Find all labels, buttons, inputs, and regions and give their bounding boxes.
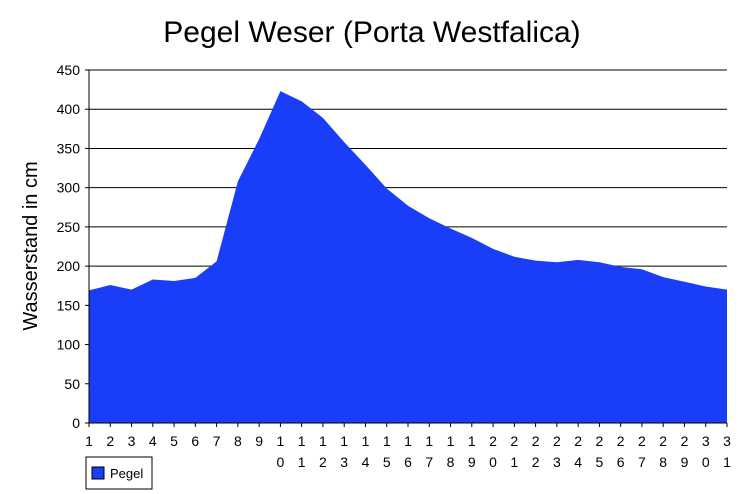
y-tick-label: 200 — [57, 258, 81, 274]
series-area-pegel — [89, 91, 727, 424]
x-tick-label: 1 — [85, 433, 93, 449]
chart-title: Pegel Weser (Porta Westfalica) — [163, 16, 580, 49]
x-ticks: 1 2 3 4 5 6 7 8 9 1 01 11 21 31 41 51 61 71 81 92 02 12 22 32 42… — [85, 423, 731, 470]
legend-swatch-pegel — [91, 466, 105, 480]
y-ticks: 0 50 100 150 200 250 300 350 400 450 — [57, 62, 89, 431]
y-tick-label: 100 — [57, 337, 81, 353]
x-tick-label: 4 — [149, 433, 157, 449]
y-tick-label: 250 — [57, 219, 81, 235]
y-tick-label: 150 — [57, 297, 81, 313]
x-tick-label: 6 — [191, 433, 199, 449]
y-tick-label: 450 — [57, 62, 81, 78]
x-tick-label: 3 — [128, 433, 136, 449]
x-tick-label: 7 — [213, 433, 221, 449]
y-tick-label: 0 — [72, 415, 80, 431]
y-tick-label: 300 — [57, 180, 81, 196]
x-tick-label: 2 — [106, 433, 114, 449]
y-axis-label: Wasserstand in cm — [20, 161, 42, 330]
x-tick-label: 9 — [255, 433, 263, 449]
legend-label-pegel: Pegel — [110, 466, 143, 481]
y-tick-label: 350 — [57, 140, 81, 156]
y-tick-label: 400 — [57, 101, 81, 117]
x-tick-label: 8 — [234, 433, 242, 449]
x-tick-label: 5 — [170, 433, 178, 449]
legend: Pegel — [85, 456, 153, 490]
y-tick-label: 50 — [64, 376, 80, 392]
